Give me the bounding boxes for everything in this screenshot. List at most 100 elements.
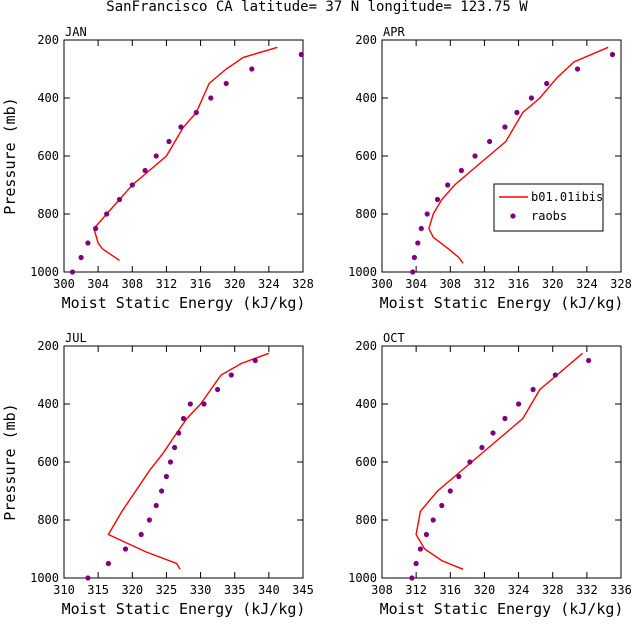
raob-point	[410, 269, 416, 275]
x-tick-label: 345	[292, 583, 314, 597]
raob-point	[228, 372, 234, 378]
raob-point	[85, 240, 91, 246]
model-profile-line	[415, 352, 584, 570]
legend-obs-label: raobs	[531, 209, 567, 223]
x-tick-label: 312	[474, 277, 496, 291]
raob-point	[193, 109, 199, 116]
x-tick-label: 308	[439, 277, 461, 291]
x-tick-label: 324	[258, 277, 280, 291]
panel-apr: APR 300 304 308 312 316 320 324 328 200 400 600 800 1…	[348, 25, 632, 312]
raob-point	[434, 196, 441, 203]
panel-title: JAN	[65, 25, 87, 39]
raob-point	[447, 488, 453, 494]
raob-point	[445, 182, 451, 188]
raob-point	[129, 182, 135, 188]
raob-point	[528, 95, 535, 101]
y-tick-label: 1000	[348, 571, 377, 585]
raob-point	[417, 546, 423, 552]
x-tick-label: 320	[121, 583, 143, 597]
raob-point	[85, 575, 91, 581]
legend: b01.01ibis raobs	[493, 183, 604, 232]
x-axis-label: Moist Static Energy (kJ/kg)	[380, 294, 624, 312]
raob-point	[249, 66, 255, 72]
panel-title: APR	[383, 25, 405, 39]
x-tick-label: 328	[292, 277, 314, 291]
figure-title: SanFrancisco CA latitude= 37 N longitude…	[106, 0, 528, 15]
raob-point	[159, 488, 165, 494]
x-tick-label: 300	[53, 277, 75, 291]
x-tick-label: 308	[121, 277, 143, 291]
raob-point	[418, 225, 424, 232]
raob-point	[574, 66, 581, 72]
x-tick-label: 312	[156, 277, 178, 291]
x-tick-label: 328	[542, 583, 564, 597]
panel-oct: OCT 308 312 316 320 324 328 332 336 200 400 600 800 1…	[348, 331, 632, 618]
x-tick-label: 304	[405, 277, 427, 291]
panel-jul: JUL 310 315 320 325 330 335 340 345 200 400 600 800 1…	[1, 331, 314, 618]
x-tick-label: 325	[156, 583, 178, 597]
raob-point	[201, 401, 207, 407]
panel-title: JUL	[65, 331, 87, 345]
raob-point	[116, 196, 123, 203]
raob-point	[69, 269, 76, 275]
y-tick-label: 800	[355, 513, 377, 527]
plot-frame	[381, 39, 622, 273]
y-tick-label: 600	[355, 149, 377, 163]
raob-point	[166, 138, 172, 145]
raob-point	[456, 473, 462, 480]
y-tick-label: 1000	[30, 571, 59, 585]
x-tick-label: 316	[190, 277, 212, 291]
raob-point	[153, 502, 159, 509]
y-tick-label: 1000	[30, 265, 59, 279]
y-axis-label: Pressure (mb)	[1, 403, 19, 520]
raob-point	[490, 430, 496, 436]
raob-point	[142, 167, 148, 174]
x-tick-label: 316	[508, 277, 530, 291]
y-tick-label: 1000	[348, 265, 377, 279]
raob-point	[153, 153, 159, 159]
x-tick-label: 330	[190, 583, 212, 597]
raob-point	[458, 167, 464, 174]
x-axis-label: Moist Static Energy (kJ/kg)	[62, 294, 306, 312]
raob-point	[122, 546, 129, 552]
raob-point	[178, 124, 184, 130]
raob-point	[167, 459, 174, 465]
x-tick-label: 332	[576, 583, 598, 597]
panel-title: OCT	[383, 331, 405, 345]
raob-point	[146, 517, 152, 523]
raob-point	[530, 386, 536, 393]
raob-point	[180, 415, 187, 422]
raob-point	[163, 473, 169, 480]
raob-point	[409, 575, 415, 581]
y-tick-label: 200	[37, 33, 59, 47]
raob-point	[93, 225, 99, 232]
raob-point	[215, 386, 221, 393]
y-tick-label: 400	[37, 397, 59, 411]
x-tick-label: 328	[610, 277, 632, 291]
raob-point	[415, 240, 421, 246]
legend-box	[493, 183, 604, 232]
raob-point	[502, 415, 508, 422]
y-tick-label: 400	[355, 91, 377, 105]
raob-point	[430, 517, 436, 523]
raob-point	[609, 51, 616, 58]
y-tick-label: 200	[355, 339, 377, 353]
y-axis-label: Pressure (mb)	[1, 97, 19, 214]
raob-point	[544, 80, 550, 87]
plot-frame	[63, 39, 304, 273]
panel-jan: JAN 300 304 308 312 316 320 324 328 200 400 600 800 1…	[1, 25, 314, 312]
y-tick-label: 800	[37, 207, 59, 221]
x-tick-label: 310	[53, 583, 75, 597]
legend-obs-marker	[510, 213, 516, 219]
plot-frame	[381, 345, 622, 579]
x-tick-label: 320	[542, 277, 564, 291]
y-tick-label: 400	[37, 91, 59, 105]
model-profile-line	[428, 46, 609, 264]
raob-point	[479, 444, 485, 451]
x-tick-label: 324	[508, 583, 530, 597]
raob-point	[176, 430, 182, 436]
raob-point	[298, 51, 304, 58]
raob-point	[252, 357, 258, 364]
raob-point	[472, 153, 478, 159]
x-tick-label: 335	[224, 583, 246, 597]
